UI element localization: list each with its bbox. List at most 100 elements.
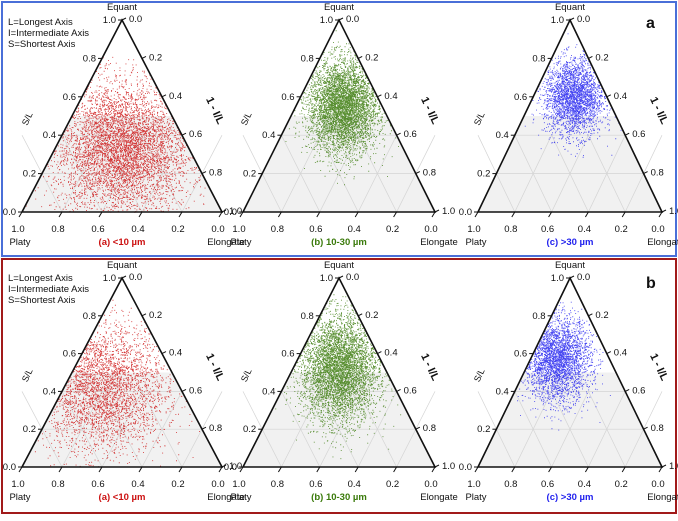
left-axis-tick-label: 1.0 <box>551 15 564 26</box>
left-axis-tick-label: 0.4 <box>496 130 509 141</box>
bottom-axis-tick-label: 1.0 <box>467 479 480 490</box>
bottom-axis-tick-label: 0.6 <box>309 224 322 235</box>
panel-letter: a <box>646 15 655 32</box>
bottom-axis-tick <box>431 211 436 218</box>
bottom-axis-tick <box>511 211 516 218</box>
right-axis-title: 1 - I/L <box>418 352 441 383</box>
right-axis-tick-label: 1.0 <box>669 206 678 217</box>
bottom-axis-tick-label: 0.4 <box>578 479 591 490</box>
right-axis-title: 1 - I/L <box>418 95 441 126</box>
grid-area <box>243 372 435 467</box>
right-axis-tick-label: 0.8 <box>209 423 222 434</box>
right-axis-tick-label: 0.0 <box>577 272 590 283</box>
right-axis-tick-label: 0.6 <box>189 129 202 140</box>
bottom-axis-tick <box>218 211 223 218</box>
vertex-label-equant: Equant <box>107 260 137 271</box>
left-axis-tick-label: 0.6 <box>281 349 294 360</box>
vertex-label-platy: Platy <box>9 237 30 248</box>
grid-area <box>243 116 435 212</box>
right-axis-tick <box>569 17 575 21</box>
bottom-axis-tick <box>474 211 479 218</box>
left-axis-tick-label: 0.0 <box>3 207 16 218</box>
bottom-axis-tick <box>98 211 103 218</box>
bottom-axis-tick <box>354 466 359 473</box>
axis-legend-line: L=Longest Axis <box>8 17 73 28</box>
bottom-axis-tick <box>393 466 398 473</box>
bottom-axis-tick-label: 0.2 <box>386 224 399 235</box>
right-axis-tick-label: 0.2 <box>595 52 608 63</box>
bottom-axis-tick <box>138 211 143 218</box>
grid-line <box>588 391 626 468</box>
right-axis-tick <box>606 351 612 355</box>
right-axis-tick-label: 0.2 <box>365 52 378 63</box>
grid-line <box>357 135 397 213</box>
right-axis-tick-label: 0.4 <box>384 91 397 102</box>
bottom-axis-tick-label: 0.2 <box>171 224 184 235</box>
bottom-axis-tick-label: 0.2 <box>615 479 628 490</box>
right-axis-tick-label: 0.0 <box>346 272 359 283</box>
panel-letter: b <box>646 275 656 292</box>
left-axis-tick-label: 0.0 <box>224 207 237 218</box>
right-axis-tick-label: 1.0 <box>442 206 455 217</box>
bottom-axis-tick <box>58 466 63 473</box>
triangle-outline <box>20 276 224 468</box>
left-axis-title: S/L <box>239 367 254 383</box>
right-axis-tick <box>643 171 648 175</box>
right-axis-tick-label: 1.0 <box>442 461 455 472</box>
left-axis-tick-label: 0.6 <box>63 349 76 360</box>
right-axis-tick-label: 1.0 <box>669 461 678 472</box>
vertex-label-elongate: Elongate <box>207 492 245 503</box>
left-axis-tick-label: 0.4 <box>496 386 509 397</box>
right-axis-tick-label: 0.0 <box>346 14 359 25</box>
vertex-label-platy: Platy <box>465 492 486 503</box>
left-axis-tick-label: 0.0 <box>459 462 472 473</box>
bottom-axis-tick-label: 0.0 <box>651 479 664 490</box>
left-axis-tick-label: 1.0 <box>103 15 116 26</box>
right-axis-tick <box>415 171 421 175</box>
grid-area <box>478 116 662 212</box>
bottom-axis-tick <box>239 211 244 218</box>
bottom-axis-tick-label: 1.0 <box>11 224 24 235</box>
left-axis-tick-label: 0.6 <box>63 92 76 103</box>
right-axis-tick-label: 0.6 <box>404 129 417 140</box>
right-axis-tick <box>661 209 667 213</box>
right-axis-tick-label: 0.8 <box>651 423 664 434</box>
bottom-axis-tick <box>621 466 626 473</box>
grid-line <box>514 135 552 213</box>
right-axis-tick-label: 0.0 <box>129 14 142 25</box>
right-axis-tick <box>161 351 167 355</box>
bottom-axis-tick <box>218 466 223 473</box>
bottom-axis-tick <box>393 211 398 218</box>
right-axis-tick-label: 0.2 <box>365 310 378 321</box>
left-axis-tick-label: 0.4 <box>43 386 56 397</box>
right-axis-tick-label: 0.2 <box>149 52 162 63</box>
left-axis-tick-label: 0.0 <box>224 462 237 473</box>
right-axis-tick-label: 0.8 <box>423 423 436 434</box>
triangle-outline <box>476 18 664 213</box>
right-axis-title: 1 - I/L <box>203 95 226 126</box>
bottom-axis-tick-label: 1.0 <box>232 224 245 235</box>
left-axis-tick-label: 0.2 <box>243 424 256 435</box>
bottom-axis-tick <box>511 466 516 473</box>
left-axis-title: S/L <box>20 110 35 126</box>
left-axis-tick-label: 0.2 <box>23 169 36 180</box>
bottom-axis-tick-label: 0.6 <box>541 479 554 490</box>
bottom-axis-tick-label: 0.0 <box>424 224 437 235</box>
right-axis-tick <box>201 171 207 175</box>
bottom-axis-tick-label: 0.8 <box>504 224 517 235</box>
left-axis-title: S/L <box>239 110 254 126</box>
bottom-axis-tick-label: 0.8 <box>51 224 64 235</box>
bottom-axis-tick-label: 0.0 <box>211 479 224 490</box>
right-axis-tick-label: 0.6 <box>632 385 645 396</box>
left-axis-tick-label: 0.8 <box>532 311 545 322</box>
right-axis-tick <box>377 351 382 355</box>
left-axis-tick-label: 0.4 <box>262 386 275 397</box>
triangle-outline <box>476 276 664 468</box>
right-axis-tick-label: 0.2 <box>595 310 608 321</box>
bottom-axis-tick <box>621 211 626 218</box>
left-axis-tick-label: 1.0 <box>551 273 564 284</box>
vertex-label-equant: Equant <box>107 2 137 13</box>
left-axis-tick-label: 1.0 <box>103 273 116 284</box>
bottom-axis-tick-label: 0.4 <box>578 224 591 235</box>
